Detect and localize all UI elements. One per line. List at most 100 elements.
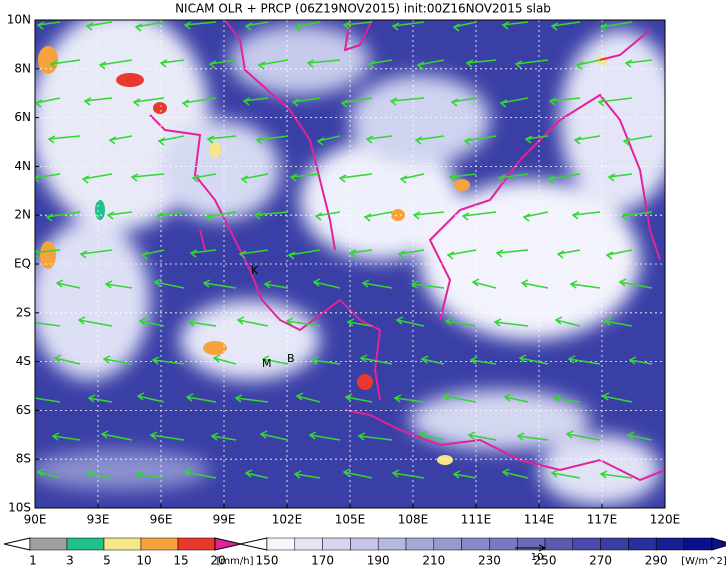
colorbar-label: 15 (173, 554, 188, 568)
wind-arrow (85, 21, 113, 31)
wind-arrow (316, 135, 341, 146)
x-axis-label: 117E (587, 513, 618, 527)
wind-arrow (287, 249, 321, 260)
wind-arrow (361, 279, 393, 289)
wind-arrow (138, 317, 165, 327)
wind-arrow (524, 135, 549, 144)
wind-arrow (548, 97, 581, 106)
wind-arrow (452, 470, 477, 479)
colorbar-box (544, 537, 574, 551)
wind-arrow (255, 135, 289, 145)
wind-arrow (183, 468, 217, 479)
wind-arrow (291, 97, 321, 107)
x-axis-label: 90E (24, 513, 47, 527)
wind-arrow (206, 135, 237, 144)
wind-arrow (556, 249, 581, 259)
wind-arrow (414, 135, 445, 145)
wind-arrow (365, 135, 393, 144)
colorbar-box (322, 537, 351, 551)
wind-arrow (149, 431, 185, 441)
wind-arrow (136, 392, 165, 403)
colorbar-box (140, 537, 179, 551)
wind-arrow (418, 430, 445, 441)
colorbar-label: 20 (210, 554, 225, 568)
wind-arrow (104, 280, 133, 289)
wind-arrow (140, 249, 165, 260)
wind-arrow (514, 59, 549, 69)
wind-arrow (550, 469, 581, 479)
wind-arrow (153, 278, 185, 289)
wind-arrow (469, 356, 497, 365)
wind-arrow (607, 173, 633, 182)
colorbar-label: 170 (311, 554, 334, 568)
wind-arrow (518, 354, 549, 365)
wind-arrow (550, 21, 581, 31)
colorbar-box (433, 537, 462, 551)
y-axis-label: 10N (7, 13, 31, 27)
x-axis-label: 120E (650, 513, 681, 527)
colorbar-box (489, 537, 518, 551)
wind-arrow (106, 211, 133, 220)
x-axis-labels: 90E 93E 96E 99E 102E 105E 108E 111E 114E 117E 120E (24, 504, 681, 527)
wind-arrow (416, 59, 445, 70)
marker-label: K (251, 264, 259, 277)
colorbar-box (66, 537, 105, 551)
wind-arrow (289, 173, 321, 182)
wind-arrow (189, 249, 217, 258)
wind-arrow (314, 211, 341, 221)
colorbar-box (600, 537, 629, 551)
wind-arrow (346, 318, 373, 327)
wind-arrow (261, 355, 289, 365)
wind-arrow (618, 278, 653, 289)
wind-arrow (45, 211, 81, 222)
wind-arrow (151, 356, 185, 365)
wind-arrow (599, 21, 633, 32)
colorbar-box (350, 537, 379, 551)
wind-arrow (410, 280, 445, 289)
wind-arrow (446, 249, 477, 260)
wind-arrow (554, 316, 581, 327)
colorbar-label: 210 (422, 554, 445, 568)
wind-arrow (412, 211, 445, 220)
wind-arrow (565, 430, 601, 441)
wind-arrow (202, 279, 237, 289)
wind-arrow (242, 97, 269, 106)
wind-arrow (240, 173, 269, 184)
precipitation-cells (38, 46, 608, 465)
wind-arrow (47, 135, 81, 144)
wind-arrow (359, 354, 393, 365)
wind-arrow (465, 59, 497, 68)
wind-arrow (208, 59, 237, 69)
wind-arrow (499, 97, 529, 108)
vector-reference-label: 10 (531, 552, 544, 563)
colorbar-box (655, 537, 685, 551)
wind-arrow (599, 470, 633, 479)
wind-arrow (204, 211, 237, 222)
wind-arrow (100, 430, 133, 441)
wind-arrow (452, 21, 477, 32)
wind-vectors (35, 21, 653, 479)
wind-arrow (340, 97, 373, 108)
wind-arrow (77, 316, 113, 327)
y-axis-labels: 10N 8N 6N 4N 2N EQ 2S 4S 6S 8S 10S (7, 13, 39, 515)
wind-arrow (503, 393, 529, 403)
precip-colorbar: 1 3 5 10 15 20[mm/h] (3, 537, 254, 568)
wind-arrow (393, 394, 425, 403)
wind-arrow (622, 135, 653, 146)
wind-arrow (253, 211, 289, 220)
vector-reference: 10 (515, 544, 547, 563)
wind-arrow (461, 211, 497, 221)
wind-arrow (51, 432, 81, 441)
wind-arrow (603, 317, 633, 327)
y-axis-label: 8S (16, 452, 31, 466)
wind-arrow (102, 355, 133, 365)
wind-arrow (79, 249, 113, 259)
colorbar-box (405, 537, 435, 551)
wind-arrow (628, 356, 653, 365)
wind-arrow (98, 59, 133, 70)
colorbar-box (628, 537, 657, 551)
wind-arrow (259, 430, 289, 441)
wind-arrow (520, 279, 549, 289)
wind-arrow (49, 59, 81, 69)
